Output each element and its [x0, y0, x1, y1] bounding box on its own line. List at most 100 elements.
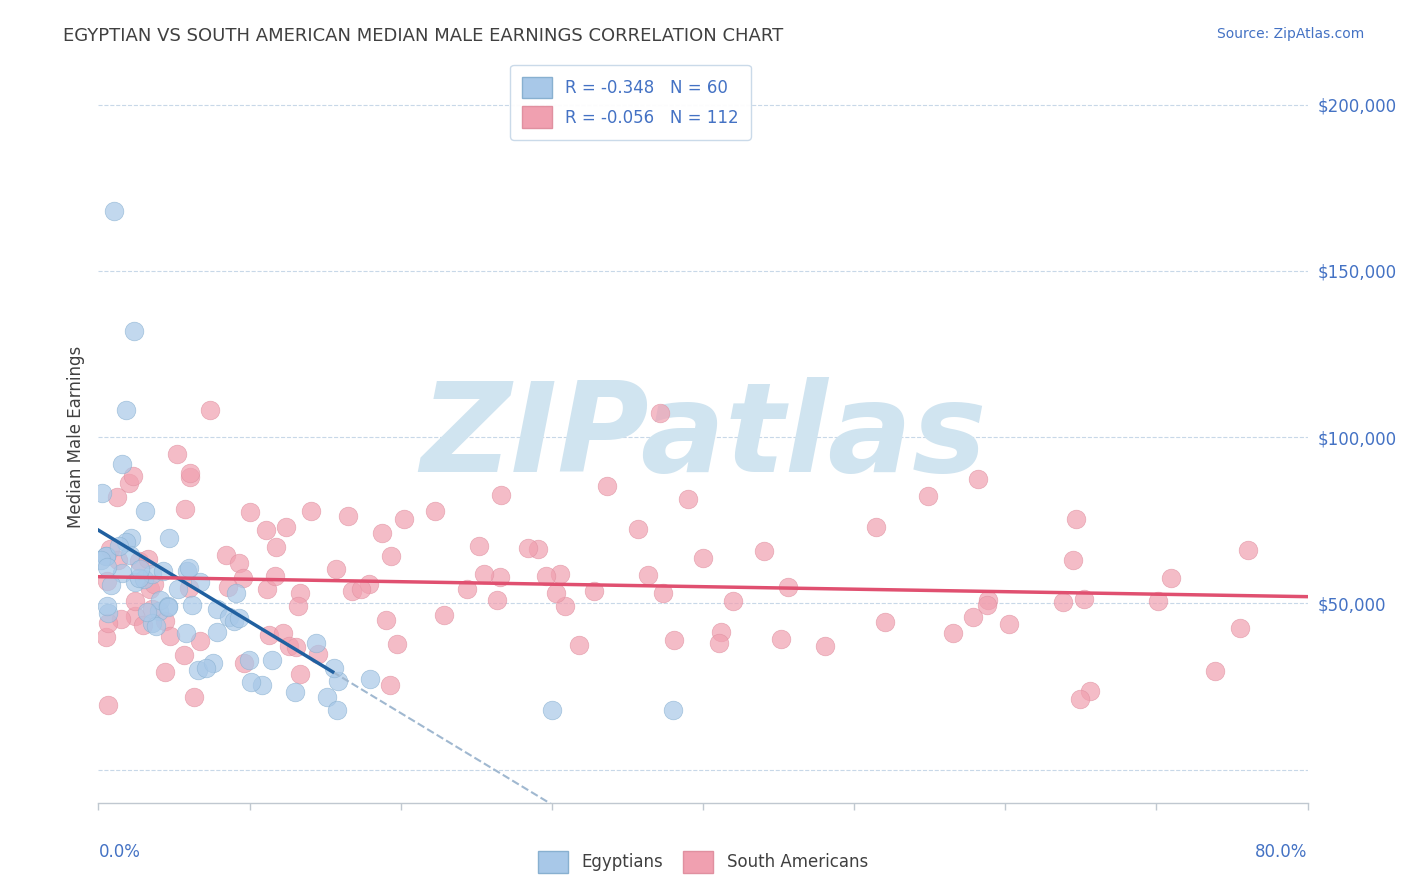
Text: ZIPatlas: ZIPatlas	[420, 376, 986, 498]
Legend: R = -0.348   N = 60, R = -0.056   N = 112: R = -0.348 N = 60, R = -0.056 N = 112	[510, 65, 751, 139]
Point	[179, 466, 201, 480]
Point	[977, 593, 1000, 607]
Point	[181, 598, 204, 612]
Point	[217, 580, 239, 594]
Point	[97, 698, 120, 712]
Point	[966, 472, 988, 486]
Point	[526, 541, 548, 556]
Point	[166, 447, 188, 461]
Point	[120, 548, 142, 562]
Point	[776, 580, 799, 594]
Point	[132, 618, 155, 632]
Point	[207, 625, 229, 640]
Point	[198, 403, 221, 417]
Point	[814, 639, 837, 653]
Point	[284, 640, 307, 655]
Point	[91, 486, 114, 500]
Point	[96, 616, 118, 631]
Legend: Egyptians, South Americans: Egyptians, South Americans	[531, 845, 875, 880]
Point	[360, 672, 382, 686]
Point	[240, 674, 263, 689]
Point	[770, 632, 793, 646]
Point	[337, 509, 360, 524]
Point	[96, 599, 118, 613]
Point	[873, 615, 896, 629]
Point	[676, 491, 699, 506]
Point	[187, 663, 209, 677]
Point	[325, 562, 347, 576]
Point	[1073, 592, 1095, 607]
Point	[254, 523, 277, 537]
Point	[149, 592, 172, 607]
Point	[141, 567, 163, 582]
Point	[156, 599, 179, 613]
Point	[423, 504, 446, 518]
Point	[110, 612, 132, 626]
Point	[228, 556, 250, 570]
Point	[122, 468, 145, 483]
Point	[1064, 512, 1087, 526]
Point	[274, 520, 297, 534]
Point	[976, 599, 998, 613]
Point	[100, 578, 122, 592]
Point	[457, 582, 479, 596]
Point	[174, 501, 197, 516]
Point	[692, 550, 714, 565]
Point	[176, 564, 198, 578]
Point	[752, 544, 775, 558]
Point	[257, 627, 280, 641]
Point	[299, 504, 322, 518]
Point	[474, 566, 496, 581]
Point	[962, 610, 984, 624]
Point	[117, 476, 139, 491]
Point	[554, 599, 576, 613]
Point	[350, 582, 373, 596]
Point	[135, 605, 157, 619]
Point	[325, 703, 347, 717]
Point	[194, 661, 217, 675]
Point	[157, 531, 180, 545]
Point	[284, 685, 307, 699]
Point	[136, 552, 159, 566]
Point	[142, 577, 165, 591]
Point	[1078, 683, 1101, 698]
Point	[115, 403, 138, 417]
Point	[103, 204, 125, 219]
Point	[141, 616, 163, 631]
Point	[90, 553, 112, 567]
Point	[94, 630, 117, 644]
Point	[516, 541, 538, 555]
Point	[215, 548, 238, 562]
Point	[105, 490, 128, 504]
Point	[942, 626, 965, 640]
Point	[1204, 664, 1226, 678]
Y-axis label: Median Male Earnings: Median Male Earnings	[66, 346, 84, 528]
Point	[152, 564, 174, 578]
Point	[97, 606, 120, 620]
Point	[238, 653, 260, 667]
Point	[305, 636, 328, 650]
Point	[488, 570, 510, 584]
Point	[179, 581, 201, 595]
Point	[132, 572, 155, 586]
Point	[94, 549, 117, 563]
Point	[222, 615, 245, 629]
Point	[98, 541, 121, 556]
Point	[548, 566, 571, 581]
Point	[710, 624, 733, 639]
Point	[340, 584, 363, 599]
Point	[260, 653, 283, 667]
Point	[96, 560, 118, 574]
Point	[153, 665, 176, 680]
Point	[128, 554, 150, 568]
Point	[188, 574, 211, 589]
Point	[546, 586, 568, 600]
Point	[1160, 571, 1182, 585]
Point	[917, 489, 939, 503]
Point	[166, 582, 188, 596]
Point	[128, 571, 150, 585]
Point	[148, 604, 170, 618]
Point	[582, 584, 605, 599]
Point	[648, 406, 671, 420]
Point	[662, 633, 685, 648]
